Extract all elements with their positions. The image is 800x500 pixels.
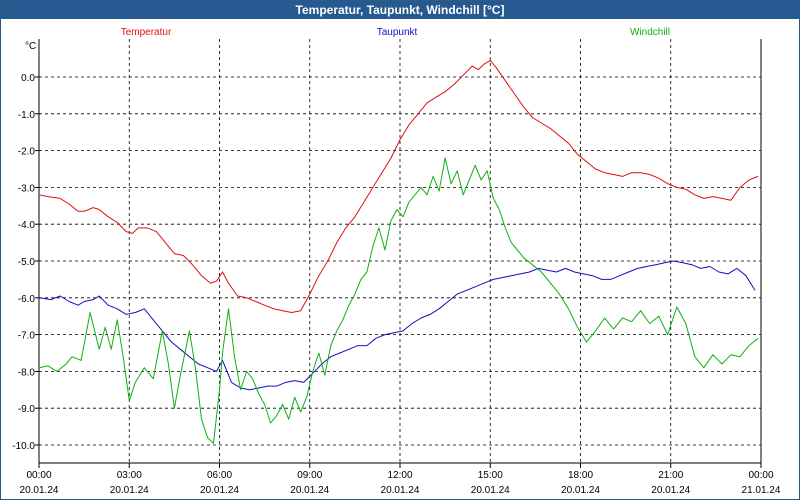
y-tick-label: -7.0 xyxy=(18,331,36,342)
y-tick-label: -6.0 xyxy=(18,294,36,305)
y-tick-labels: 0.0 -1.0 -2.0 -3.0 -4.0 -5.0 -6.0 -7.0 -8.0 -9.0 -… xyxy=(12,73,39,452)
x-tick-time-label: 21:00 xyxy=(658,470,683,481)
x-tick-time-label: 00:00 xyxy=(26,470,51,481)
y-tick-label: -3.0 xyxy=(18,183,36,194)
x-tick-date-label: 21.01.24 xyxy=(742,485,781,496)
x-tick-time-label: 03:00 xyxy=(117,470,142,481)
x-tick-date-label: 20.01.24 xyxy=(200,485,239,496)
x-tick-labels: 00:00 20.01.24 03:00 20.01.24 06:00 20.01.24 0… xyxy=(20,463,781,496)
series-line-windchill xyxy=(38,157,759,444)
x-tick-time-label: 06:00 xyxy=(207,470,232,481)
y-tick-label: -1.0 xyxy=(18,110,36,121)
data-series xyxy=(38,59,759,444)
y-tick-label: -10.0 xyxy=(12,441,35,452)
x-tick-time-label: 18:00 xyxy=(568,470,593,481)
grid-lines xyxy=(39,39,761,463)
x-tick-date-label: 20.01.24 xyxy=(290,485,329,496)
legend: Temperatur Taupunkt Windchill xyxy=(121,27,670,38)
y-tick-label: -2.0 xyxy=(18,147,36,158)
y-tick-label: -9.0 xyxy=(18,404,36,415)
y-axis-unit-label: °C xyxy=(25,41,36,52)
x-tick-date-label: 20.01.24 xyxy=(561,485,600,496)
legend-temperatur: Temperatur xyxy=(121,27,172,38)
x-tick-time-label: 12:00 xyxy=(387,470,412,481)
y-tick-label: -8.0 xyxy=(18,367,36,378)
x-tick-time-label: 15:00 xyxy=(478,470,503,481)
x-tick-time-label: 00:00 xyxy=(748,470,773,481)
x-tick-date-label: 20.01.24 xyxy=(381,485,420,496)
x-tick-time-label: 09:00 xyxy=(297,470,322,481)
y-tick-label: -4.0 xyxy=(18,220,36,231)
x-tick-date-label: 20.01.24 xyxy=(651,485,690,496)
legend-taupunkt: Taupunkt xyxy=(377,27,418,38)
series-line-temperatur xyxy=(38,59,759,313)
x-tick-date-label: 20.01.24 xyxy=(471,485,510,496)
legend-windchill: Windchill xyxy=(630,27,670,38)
x-tick-date-label: 20.01.24 xyxy=(110,485,149,496)
series-line-taupunkt xyxy=(38,260,756,391)
window-title: Temperatur, Taupunkt, Windchill [°C] xyxy=(1,1,799,19)
x-tick-date-label: 20.01.24 xyxy=(20,485,59,496)
y-tick-label: -5.0 xyxy=(18,257,36,268)
y-tick-label: 0.0 xyxy=(21,73,35,84)
